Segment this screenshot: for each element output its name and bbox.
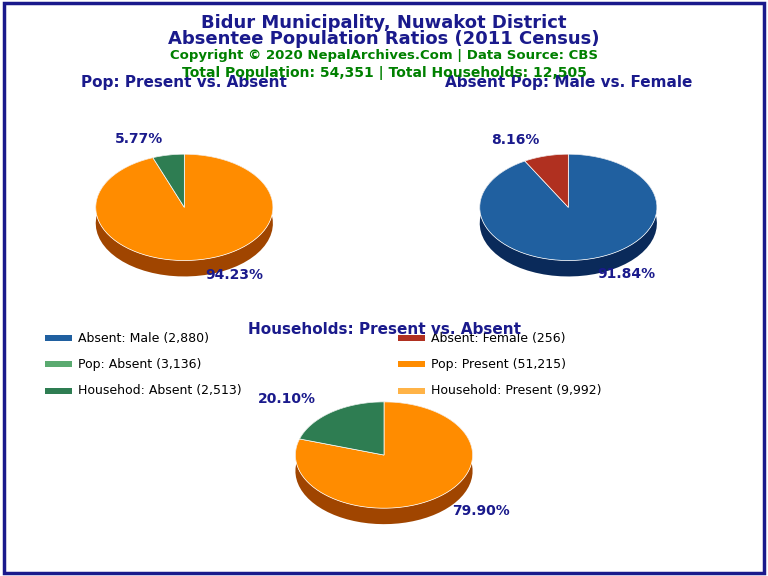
Polygon shape — [525, 154, 568, 207]
Bar — [398, 335, 425, 341]
Bar — [398, 361, 425, 367]
Text: 5.77%: 5.77% — [115, 132, 164, 146]
Polygon shape — [153, 154, 184, 207]
Polygon shape — [296, 402, 472, 524]
Text: Pop: Present (51,215): Pop: Present (51,215) — [431, 358, 566, 371]
Text: Absent: Female (256): Absent: Female (256) — [431, 332, 566, 344]
Text: 8.16%: 8.16% — [491, 134, 539, 147]
Text: Bidur Municipality, Nuwakot District: Bidur Municipality, Nuwakot District — [201, 14, 567, 32]
Polygon shape — [153, 154, 184, 173]
Text: Total Population: 54,351 | Total Households: 12,505: Total Population: 54,351 | Total Househo… — [181, 66, 587, 79]
Text: Pop: Absent (3,136): Pop: Absent (3,136) — [78, 358, 201, 371]
Text: 91.84%: 91.84% — [598, 267, 656, 281]
Text: Househod: Absent (2,513): Househod: Absent (2,513) — [78, 384, 241, 397]
Bar — [45, 335, 72, 341]
Bar — [45, 361, 72, 367]
Polygon shape — [480, 154, 657, 276]
Polygon shape — [96, 154, 273, 260]
Title: Households: Present vs. Absent: Households: Present vs. Absent — [247, 323, 521, 338]
Polygon shape — [296, 402, 472, 508]
Polygon shape — [525, 154, 568, 177]
Text: Absentee Population Ratios (2011 Census): Absentee Population Ratios (2011 Census) — [168, 30, 600, 48]
Text: Absent: Male (2,880): Absent: Male (2,880) — [78, 332, 209, 344]
Text: 94.23%: 94.23% — [205, 268, 263, 282]
Text: Copyright © 2020 NepalArchives.Com | Data Source: CBS: Copyright © 2020 NepalArchives.Com | Dat… — [170, 49, 598, 62]
Text: 20.10%: 20.10% — [258, 392, 316, 406]
Polygon shape — [300, 402, 384, 455]
Polygon shape — [96, 154, 273, 276]
Title: Pop: Present vs. Absent: Pop: Present vs. Absent — [81, 75, 287, 90]
Polygon shape — [300, 402, 384, 455]
Text: Household: Present (9,992): Household: Present (9,992) — [431, 384, 601, 397]
Bar — [45, 388, 72, 394]
Title: Absent Pop: Male vs. Female: Absent Pop: Male vs. Female — [445, 75, 692, 90]
Text: 79.90%: 79.90% — [452, 504, 510, 518]
Polygon shape — [480, 154, 657, 260]
Bar — [398, 388, 425, 394]
